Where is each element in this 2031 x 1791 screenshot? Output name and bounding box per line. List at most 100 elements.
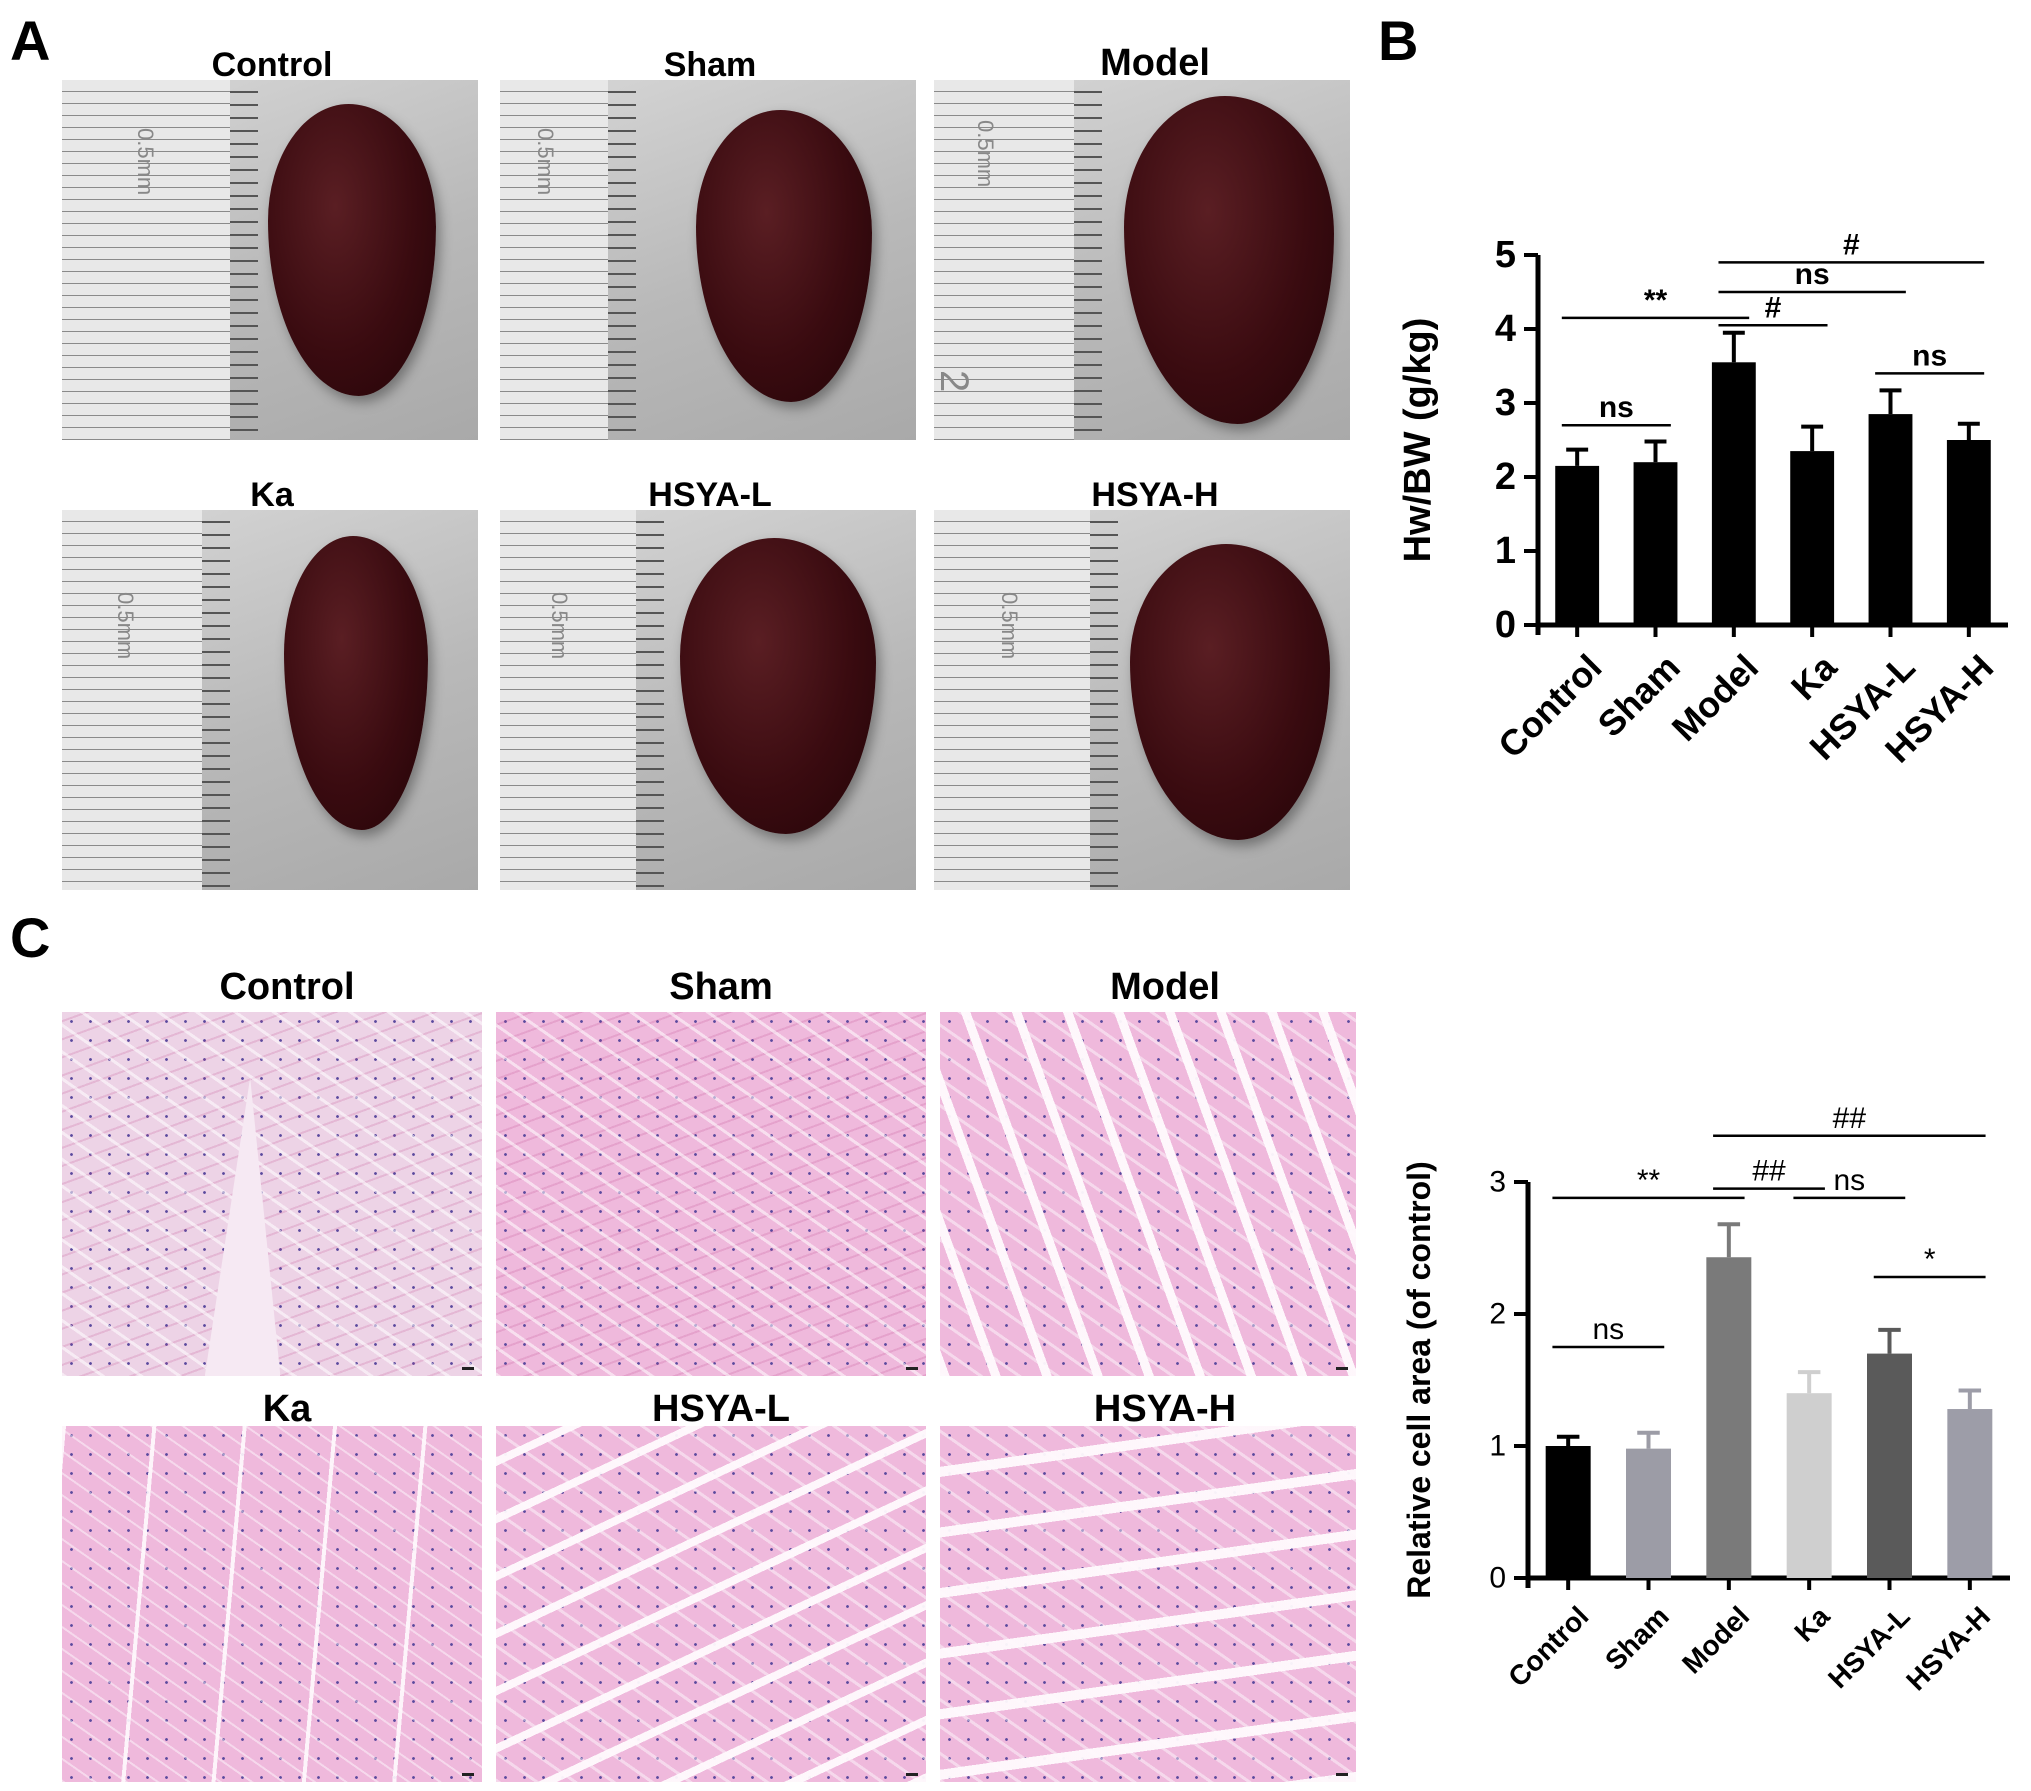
bar-ka: [1790, 451, 1835, 625]
histology-hsya-h: [940, 1426, 1356, 1782]
heart-specimen: [680, 538, 876, 834]
histology-hsya-l: [496, 1426, 926, 1782]
panel-c-caption-hsya-l: HSYA-L: [652, 1388, 790, 1430]
ruler: [62, 510, 202, 890]
ruler-ticks: [230, 80, 258, 440]
y-tick-label: 3: [1489, 1166, 1506, 1199]
bar-ka: [1786, 1393, 1832, 1578]
ruler-label: 0.5mm: [547, 592, 572, 660]
significance-label: ns: [1592, 1313, 1624, 1346]
bar-hsya-h: [1946, 440, 1991, 625]
y-tick-label: 4: [1495, 308, 1516, 350]
bar-sham: [1633, 462, 1678, 625]
ruler-label: 0.5mm: [133, 128, 158, 196]
panel-a-caption-ka: Ka: [250, 476, 294, 514]
panel-c-caption-ka: Ka: [262, 1388, 312, 1430]
ruler: [500, 510, 636, 890]
ruler-ticks: [1090, 510, 1118, 890]
heart-specimen: [1130, 544, 1330, 840]
ruler: [934, 510, 1090, 890]
y-tick-label: 0: [1495, 604, 1516, 646]
bar-sham: [1626, 1448, 1671, 1578]
significance-label: #: [1765, 291, 1782, 324]
ruler-label: 0.5mm: [997, 592, 1022, 660]
panel-c-caption-hsya-h: HSYA-H: [1093, 1388, 1237, 1430]
y-tick-label: 2: [1495, 456, 1516, 498]
significance-label: ns: [1833, 1164, 1865, 1197]
significance-label: **: [1644, 284, 1668, 317]
bar-control: [1545, 1446, 1591, 1578]
ruler-label: 0.5mm: [113, 592, 138, 660]
significance-label: *: [1924, 1243, 1936, 1276]
panel-a-caption-model: Model: [1100, 42, 1210, 84]
ruler-label: 0.5mm: [533, 128, 558, 196]
x-tick-label: Control: [1502, 1600, 1594, 1692]
ruler-ticks: [1074, 80, 1102, 440]
ruler-ticks: [202, 510, 230, 890]
histology-sham: [496, 1012, 926, 1376]
panel-a-caption-hsya-l: HSYA-L: [648, 476, 772, 514]
significance-label: #: [1843, 228, 1860, 261]
y-tick-label: 3: [1495, 382, 1516, 424]
bar-control: [1555, 465, 1600, 625]
x-tick-label: Model: [1676, 1600, 1755, 1679]
bar-model: [1706, 1257, 1752, 1578]
panel-letter-a: A: [10, 9, 51, 72]
heart-photo-ka: 0.5mm: [62, 510, 478, 890]
panel-letter-c: C: [10, 906, 51, 969]
ruler-ticks: [608, 80, 636, 440]
heart-specimen: [268, 104, 436, 396]
heart-specimen: [696, 110, 872, 402]
ruler: [62, 80, 230, 440]
panel-letter-b: B: [1378, 9, 1419, 72]
heart-photo-sham: 0.5mm: [500, 80, 916, 440]
scale-bar: [1336, 1773, 1348, 1776]
significance-label: ns: [1912, 339, 1947, 372]
significance-label: ##: [1833, 1102, 1867, 1135]
y-tick-label: 1: [1495, 530, 1516, 572]
x-tick-label: HSYA-L: [1822, 1600, 1916, 1694]
y-axis-label: Hw/BW (g/kg): [1397, 318, 1439, 563]
panel-a-caption-sham: Sham: [663, 46, 757, 84]
panel-c-caption-model: Model: [1110, 966, 1220, 1008]
heart-photo-control: 0.5mm: [62, 80, 478, 440]
x-tick-label: Control: [1490, 646, 1609, 765]
scale-bar: [462, 1773, 474, 1776]
x-tick-label: Sham: [1599, 1600, 1675, 1676]
bar-model: [1711, 362, 1756, 625]
heart-specimen: [1124, 96, 1334, 424]
histology-control: [62, 1012, 482, 1376]
bar-hsya-l: [1867, 1353, 1912, 1578]
panel-a-caption-control: Control: [211, 46, 333, 84]
x-tick-label: HSYA-H: [1900, 1600, 1996, 1696]
histology-ka: [62, 1426, 482, 1782]
y-axis-label: Relative cell area (of control): [1401, 1161, 1437, 1598]
ruler-ticks: [636, 510, 664, 890]
panel-a-caption-hsya-h: HSYA-H: [1091, 476, 1219, 514]
significance-label: **: [1637, 1164, 1661, 1197]
panel-c-caption-sham: Sham: [669, 966, 773, 1008]
scale-bar: [1336, 1367, 1348, 1370]
scale-bar: [462, 1367, 474, 1370]
ruler: [500, 80, 608, 440]
y-tick-label: 5: [1495, 234, 1516, 276]
histology-model: [940, 1012, 1356, 1376]
bar-hsya-h: [1947, 1409, 1993, 1578]
ruler-number: 2: [934, 370, 976, 393]
ruler: [934, 80, 1074, 440]
scale-bar: [906, 1367, 918, 1370]
y-tick-label: 1: [1489, 1430, 1506, 1463]
heart-specimen: [284, 536, 428, 830]
x-tick-label: Model: [1664, 646, 1767, 749]
heart-photo-hsya-h: 0.5mm: [934, 510, 1350, 890]
scale-bar: [906, 1773, 918, 1776]
significance-label: ns: [1599, 391, 1634, 424]
y-tick-label: 2: [1489, 1298, 1506, 1331]
y-tick-label: 0: [1489, 1562, 1506, 1595]
significance-label: ##: [1752, 1155, 1786, 1188]
x-tick-label: Ka: [1788, 1600, 1836, 1648]
bar-hsya-l: [1868, 414, 1913, 625]
heart-photo-model: 0.5mm 2: [934, 80, 1350, 440]
